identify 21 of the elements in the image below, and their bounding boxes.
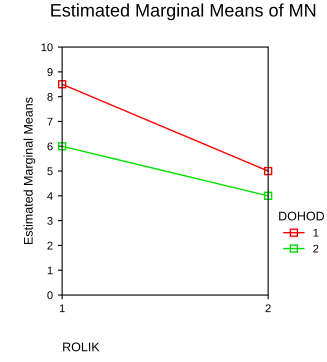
chart-title: Estimated Marginal Means of MN — [51, 3, 316, 20]
y-tick-label: 1 — [48, 266, 53, 274]
point — [264, 192, 272, 200]
point — [264, 166, 272, 176]
y-tick-label: 5 — [47, 167, 53, 176]
y-tick-label: 7 — [47, 118, 53, 126]
legend-label: 1 — [314, 228, 318, 237]
y-tick-label: 0 — [47, 291, 53, 300]
y-tick-label: 8 — [47, 92, 53, 101]
y-tick-label: 2 — [47, 242, 53, 250]
y-tick-label: 10 — [42, 43, 53, 52]
y-tick-label: 6 — [47, 142, 53, 150]
y-axis-title: Estimated Marginal Means — [24, 98, 36, 244]
legend-label: 2 — [313, 244, 318, 252]
x-axis-title: ROLIK — [63, 342, 100, 352]
point — [58, 142, 66, 150]
y-tick-label: 3 — [47, 216, 53, 225]
legend-title: DOHOD — [279, 212, 324, 220]
y-tick-label: 4 — [47, 192, 53, 200]
point — [58, 80, 66, 88]
y-tick-label: 9 — [47, 68, 53, 76]
